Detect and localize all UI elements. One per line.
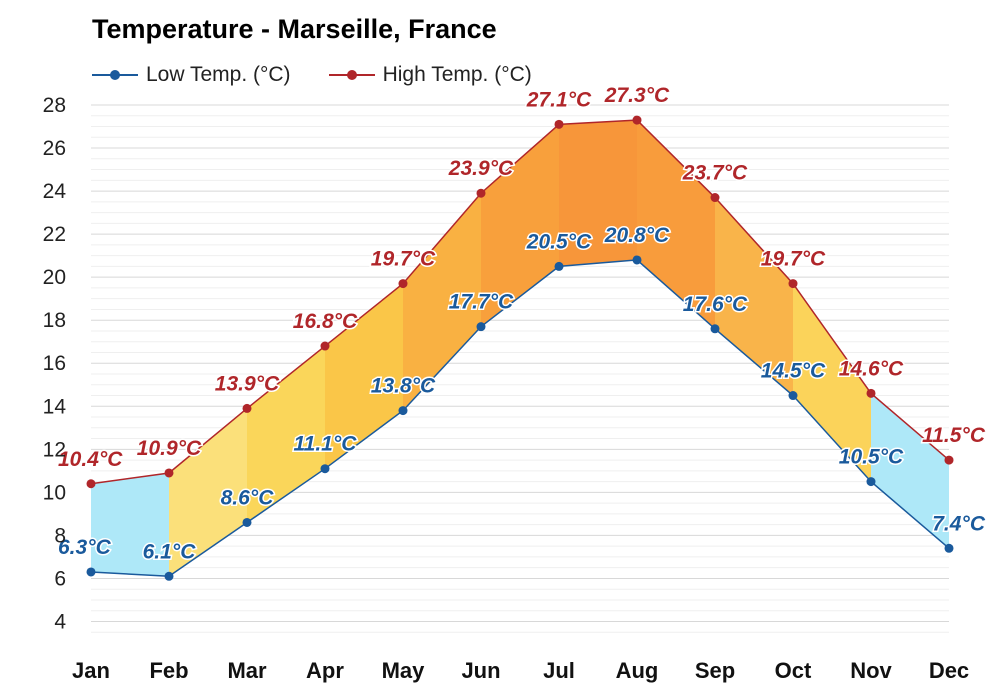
low-temp-point: [554, 261, 564, 271]
temperature-band: [325, 283, 403, 469]
high-temp-point: [242, 403, 252, 413]
low-temp-label: 14.5°C: [761, 360, 826, 383]
legend-line-low-icon: [92, 70, 138, 80]
high-temp-point: [944, 455, 954, 465]
y-tick-label: 6: [54, 567, 66, 590]
low-temp-label: 11.1°C: [294, 433, 358, 456]
x-tick-label: Feb: [149, 658, 188, 683]
y-tick-label: 26: [43, 137, 66, 160]
high-temp-label: 11.5°C: [922, 424, 986, 447]
x-tick-label: Jan: [72, 658, 110, 683]
temperature-band: [715, 197, 793, 396]
y-tick-label: 8: [54, 524, 66, 547]
high-temp-label: 23.7°C: [682, 162, 748, 185]
low-temp-point: [476, 322, 486, 332]
low-temp-label: 10.5°C: [839, 446, 904, 469]
x-tick-label: Oct: [775, 658, 812, 683]
high-temp-point: [86, 479, 96, 489]
high-temp-label: 27.3°C: [604, 84, 670, 107]
point-layer: [86, 115, 954, 581]
y-tick-label: 12: [43, 438, 66, 461]
high-temp-label: 23.9°C: [448, 157, 514, 180]
x-tick-label: Sep: [695, 658, 735, 683]
low-temp-point: [944, 543, 954, 553]
high-temp-point: [866, 388, 876, 398]
legend-label-high: High Temp. (°C): [382, 63, 532, 86]
high-temp-point: [320, 341, 330, 351]
temperature-band: [871, 393, 949, 549]
low-temp-point: [866, 477, 876, 487]
high-temp-label: 27.1°C: [526, 88, 592, 111]
high-temp-label: 14.6°C: [839, 357, 904, 380]
low-temp-point: [710, 324, 720, 334]
high-temp-point: [398, 279, 408, 289]
x-tick-label: Dec: [929, 658, 969, 683]
low-temp-point: [320, 464, 330, 474]
x-tick-label: May: [382, 658, 426, 683]
y-tick-label: 14: [43, 395, 67, 418]
y-tick-label: 22: [43, 223, 66, 246]
x-tick-label: Mar: [227, 658, 267, 683]
label-layer: 6.3°C 6.1°C 8.6°C 11.1°C 13.8°C 17.7°C 20.5°C 2…: [57, 83, 988, 565]
axis-layer: 4 6 8 10 12 14 16 18 20 22 24 26 28 Jan Feb Mar Apr May Ju…: [43, 94, 970, 683]
x-tick-label: Jun: [461, 658, 500, 683]
low-temp-point: [788, 391, 798, 401]
y-tick-label: 4: [54, 610, 66, 633]
high-temp-point: [164, 468, 174, 478]
y-tick-label: 28: [43, 94, 66, 117]
temperature-band: [403, 193, 481, 411]
x-tick-label: Nov: [850, 658, 892, 683]
low-temp-label: 13.8°C: [371, 375, 436, 398]
low-temp-point: [164, 571, 174, 581]
low-temp-point: [632, 255, 642, 265]
legend-item-low[interactable]: Low Temp. (°C): [90, 63, 291, 87]
low-temp-label: 20.5°C: [526, 230, 592, 253]
line-layer: [90, 119, 950, 578]
low-temp-line: [90, 259, 950, 578]
temperature-band: [169, 408, 247, 577]
high-temp-label: 19.7°C: [761, 248, 826, 271]
y-tick-label: 16: [43, 352, 66, 375]
low-temp-label: 6.3°C: [58, 536, 112, 559]
low-temp-point: [242, 517, 252, 527]
low-temp-point: [398, 406, 408, 416]
high-temp-point: [710, 193, 720, 203]
x-tick-label: Aug: [616, 658, 659, 683]
y-tick-label: 18: [43, 309, 66, 332]
temperature-band: [481, 124, 559, 327]
chart-legend: Low Temp. (°C) High Temp. (°C): [90, 60, 568, 90]
high-temp-label: 16.8°C: [293, 310, 358, 333]
temperature-band: [247, 346, 325, 523]
legend-item-high[interactable]: High Temp. (°C): [327, 63, 532, 87]
low-temp-label: 20.8°C: [604, 224, 670, 247]
low-temp-label: 17.7°C: [449, 291, 514, 314]
legend-label-low: Low Temp. (°C): [146, 63, 291, 86]
legend-line-high-icon: [328, 70, 375, 80]
high-temp-point: [554, 119, 564, 129]
low-temp-label: 17.6°C: [683, 293, 748, 316]
high-temp-label: 10.9°C: [137, 437, 202, 460]
temperature-band: [793, 283, 871, 482]
high-temp-point: [632, 115, 642, 125]
y-tick-label: 20: [43, 266, 66, 289]
chart-title: Temperature - Marseille, France: [92, 14, 497, 44]
y-tick-label: 24: [43, 180, 67, 203]
y-tick-label: 10: [43, 481, 66, 504]
high-temp-line: [90, 119, 950, 485]
high-temp-point: [788, 279, 798, 289]
high-temp-point: [476, 188, 486, 198]
x-tick-label: Jul: [543, 658, 575, 683]
high-temp-label: 19.7°C: [371, 248, 436, 271]
temperature-band: [91, 472, 169, 577]
high-temp-label: 13.9°C: [215, 372, 280, 395]
low-temp-label: 6.1°C: [143, 540, 197, 563]
low-temp-point: [86, 567, 96, 577]
high-temp-label: 10.4°C: [58, 448, 123, 471]
low-temp-label: 7.4°C: [932, 512, 986, 535]
temperature-band: [559, 120, 637, 267]
x-tick-label: Apr: [306, 658, 344, 683]
low-temp-label: 8.6°C: [221, 486, 275, 509]
